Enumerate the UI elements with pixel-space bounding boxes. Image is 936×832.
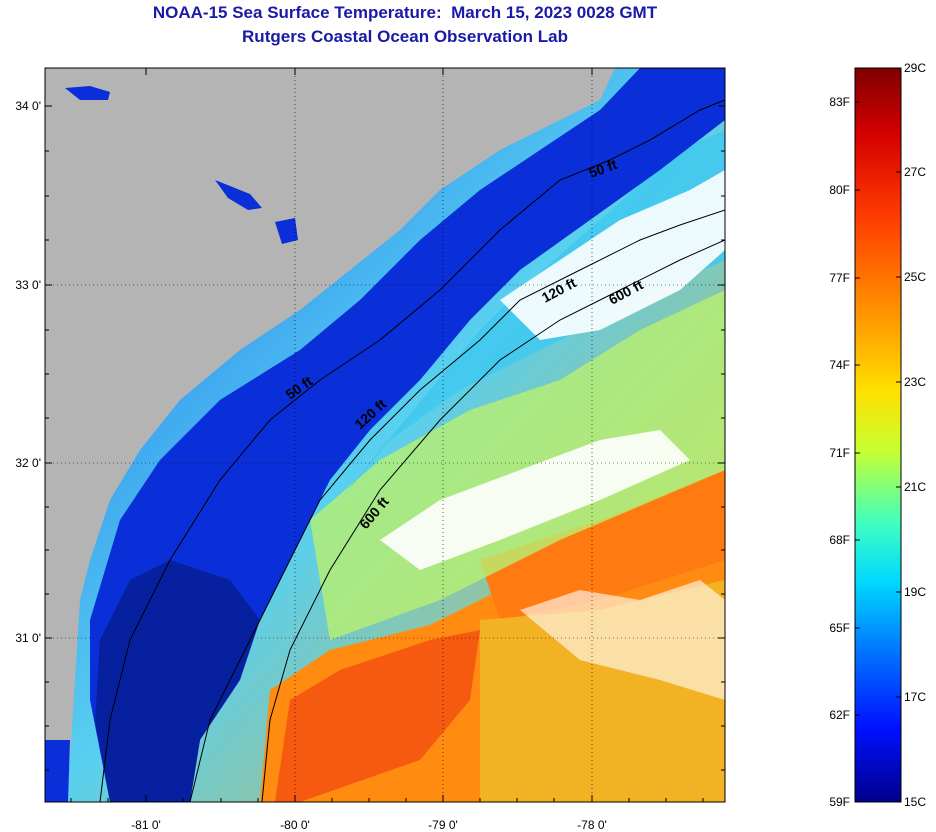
cloud-patch-middle: [380, 430, 690, 570]
colorbar-label-25c: 25C: [904, 270, 926, 284]
orange-water-band: [480, 470, 725, 620]
right-axis-ticks: [718, 105, 725, 771]
inland-river: [215, 180, 262, 210]
colorbar-ticks-c: [896, 171, 901, 698]
lon-label-80: -80 0': [280, 818, 310, 832]
colorbar-label-59f: 59F: [829, 795, 850, 809]
colorbar-label-83f: 83F: [829, 95, 850, 109]
colorbar-label-29c: 29C: [904, 61, 926, 75]
lon-label-79: -79 0': [428, 818, 458, 832]
isobath-120ft: [189, 209, 725, 802]
lat-label-34: 34 0': [15, 99, 41, 113]
inland-lake: [65, 86, 110, 100]
colorbar-ticks-f: [855, 101, 860, 716]
colorbar-label-80f: 80F: [829, 183, 850, 197]
lat-label-31: 31 0': [15, 631, 41, 645]
inlet-water: [45, 740, 70, 802]
isobath-50ft: [99, 99, 725, 802]
colorbar-label-77f: 77F: [829, 271, 850, 285]
lon-label-78: -78 0': [577, 818, 607, 832]
lat-label-33: 33 0': [15, 278, 41, 292]
colorbar: [854, 67, 902, 803]
colorbar-label-15c: 15C: [904, 795, 926, 809]
cloud-patch-south: [520, 580, 725, 700]
colorbar-label-71f: 71F: [829, 446, 850, 460]
horizontal-axis-ticks: [70, 68, 704, 802]
colorbar-label-68f: 68F: [829, 533, 850, 547]
inland-reservoir: [275, 218, 298, 244]
colorbar-label-65f: 65F: [829, 621, 850, 635]
colorbar-label-23c: 23C: [904, 375, 926, 389]
colorbar-label-74f: 74F: [829, 358, 850, 372]
land-mass: [45, 68, 615, 802]
colorbar-label-17c: 17C: [904, 690, 926, 704]
hot-water-patch: [275, 630, 480, 802]
colorbar-label-21c: 21C: [904, 480, 926, 494]
colorbar-label-62f: 62F: [829, 708, 850, 722]
coldest-water-patch: [95, 560, 260, 802]
graticule: [45, 68, 725, 802]
isobath-600ft: [261, 239, 725, 802]
map-title: NOAA-15 Sea Surface Temperature: March 1…: [152, 3, 658, 22]
lon-label-81: -81 0': [131, 818, 161, 832]
cloud-patch-north: [500, 170, 725, 340]
colorbar-label-19c: 19C: [904, 585, 926, 599]
colorbar-label-27c: 27C: [904, 165, 926, 179]
map-frame: [44, 67, 726, 803]
left-axis-ticks: [45, 105, 52, 771]
lat-label-32: 32 0': [15, 456, 41, 470]
map-imagery: [45, 68, 725, 802]
map-subtitle: Rutgers Coastal Ocean Observation Lab: [242, 27, 568, 46]
